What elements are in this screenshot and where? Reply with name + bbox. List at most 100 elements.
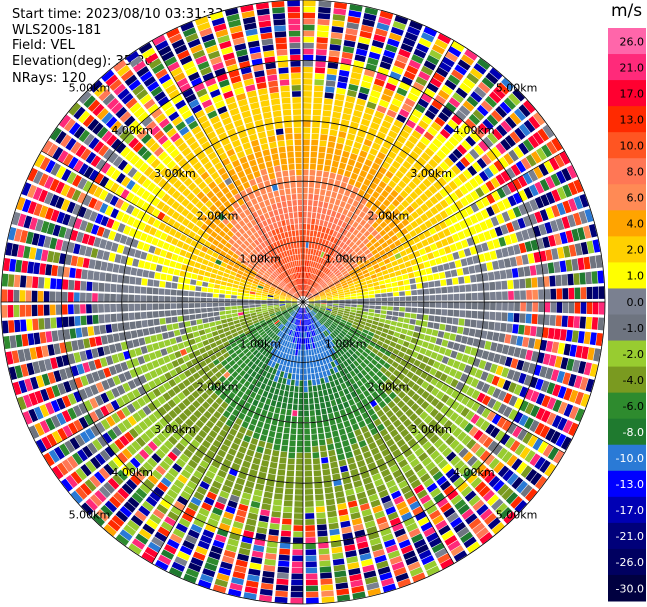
velocity-gate	[88, 259, 96, 269]
velocity-gate	[74, 316, 81, 326]
velocity-gate	[313, 282, 318, 288]
velocity-gate	[146, 205, 156, 215]
velocity-gate	[246, 518, 257, 527]
velocity-gate	[336, 314, 343, 319]
velocity-gate	[388, 365, 396, 373]
velocity-gate	[537, 128, 550, 142]
velocity-gate	[550, 369, 560, 382]
velocity-gate	[272, 450, 280, 457]
velocity-gate	[273, 349, 279, 356]
velocity-gate	[78, 163, 89, 176]
velocity-gate	[415, 76, 428, 87]
velocity-gate	[161, 266, 169, 274]
velocity-gate	[104, 205, 114, 217]
velocity-gate	[37, 234, 46, 247]
velocity-gate	[352, 200, 360, 208]
velocity-gate	[26, 362, 35, 376]
velocity-gate	[108, 230, 117, 241]
velocity-gate	[416, 339, 424, 347]
velocity-gate	[151, 453, 162, 464]
velocity-gate	[316, 286, 322, 291]
velocity-gate	[234, 323, 241, 328]
velocity-gate	[212, 302, 219, 307]
velocity-gate	[556, 186, 567, 200]
velocity-gate	[311, 133, 319, 140]
velocity-gate	[236, 451, 245, 460]
velocity-gate	[322, 370, 328, 378]
velocity-gate	[131, 357, 140, 367]
velocity-gate	[431, 44, 446, 55]
velocity-gate	[191, 424, 201, 434]
velocity-gate	[375, 362, 383, 370]
velocity-gate	[255, 324, 262, 329]
velocity-gate	[418, 436, 428, 446]
velocity-gate	[171, 561, 186, 572]
velocity-gate	[200, 534, 213, 545]
velocity-gate	[109, 442, 120, 454]
velocity-gate	[268, 291, 275, 295]
velocity-gate	[324, 322, 330, 328]
velocity-gate	[310, 287, 314, 293]
velocity-gate	[499, 507, 512, 520]
velocity-gate	[249, 404, 257, 412]
velocity-gate	[562, 419, 573, 434]
velocity-gate	[396, 533, 409, 544]
velocity-gate	[292, 337, 296, 343]
velocity-gate	[29, 347, 38, 360]
velocity-gate	[321, 383, 327, 390]
velocity-gate	[259, 588, 273, 596]
velocity-gate	[303, 290, 305, 296]
velocity-gate	[142, 328, 150, 336]
velocity-gate	[378, 280, 386, 285]
velocity-gate	[339, 348, 345, 355]
velocity-gate	[254, 358, 261, 366]
velocity-gate	[328, 349, 333, 356]
velocity-gate	[21, 333, 29, 347]
velocity-gate	[360, 80, 372, 89]
velocity-gate	[128, 303, 135, 312]
velocity-gate	[294, 312, 298, 318]
velocity-gate	[419, 494, 432, 505]
velocity-gate	[261, 323, 268, 329]
velocity-gate	[496, 291, 502, 300]
velocity-gate	[308, 304, 314, 308]
velocity-gate	[355, 48, 368, 57]
velocity-gate	[357, 326, 364, 332]
velocity-gate	[305, 531, 316, 538]
velocity-gate	[350, 290, 357, 294]
velocity-gate	[376, 560, 389, 570]
velocity-gate	[335, 271, 342, 277]
velocity-gate	[20, 363, 29, 377]
velocity-gate	[237, 305, 243, 309]
velocity-gate	[260, 321, 267, 326]
velocity-gate	[377, 194, 386, 203]
velocity-gate	[208, 317, 215, 322]
velocity-gate	[287, 373, 292, 380]
velocity-gate	[13, 274, 21, 288]
velocity-gate	[495, 281, 502, 290]
velocity-gate	[305, 325, 308, 332]
velocity-gate	[295, 349, 298, 356]
velocity-gate	[143, 478, 155, 490]
velocity-gate	[132, 388, 141, 399]
velocity-gate	[230, 526, 243, 535]
velocity-gate	[372, 382, 380, 391]
velocity-gate	[195, 512, 208, 523]
velocity-gate	[309, 236, 313, 243]
velocity-gate	[496, 213, 505, 225]
velocity-gate	[41, 373, 51, 386]
velocity-gate	[418, 71, 431, 81]
velocity-gate	[472, 255, 480, 264]
velocity-gate	[401, 199, 410, 208]
velocity-gate	[459, 208, 469, 219]
velocity-gate	[267, 302, 273, 304]
velocity-gate	[433, 344, 441, 353]
velocity-gate	[416, 283, 423, 289]
velocity-gate	[217, 242, 225, 250]
velocity-gate	[314, 342, 318, 349]
velocity-gate	[82, 180, 93, 193]
velocity-gate	[221, 276, 229, 282]
velocity-gate	[438, 248, 446, 256]
velocity-gate	[240, 321, 247, 326]
velocity-gate	[78, 402, 88, 415]
